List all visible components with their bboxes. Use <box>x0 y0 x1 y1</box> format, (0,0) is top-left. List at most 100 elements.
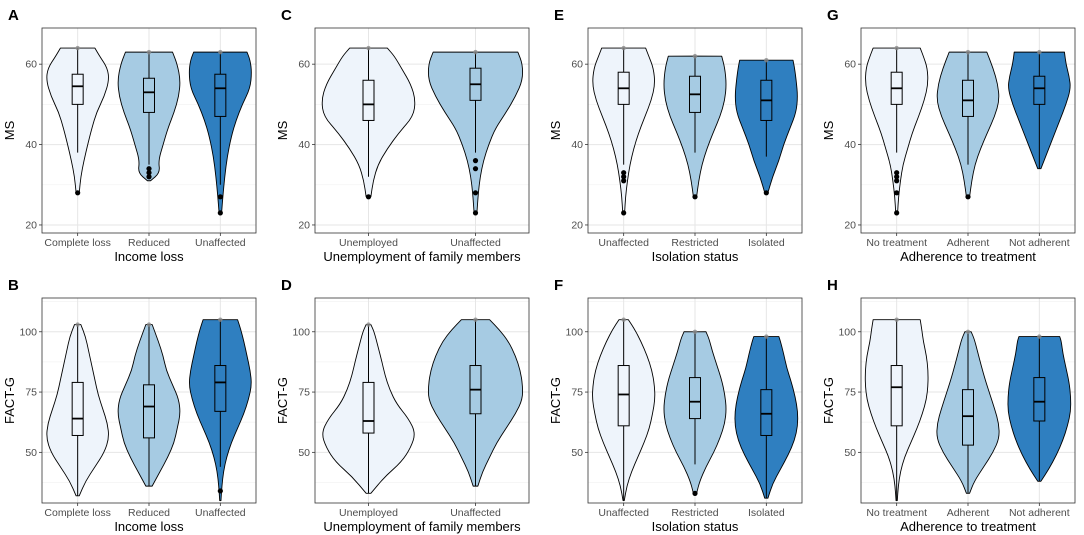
panel-frame <box>587 27 803 234</box>
violin-group: Unemployed <box>321 45 416 249</box>
panel-c: C 20 40 60 Unemployed UnaffectedUnemployment … <box>275 7 530 264</box>
y-axis-title: FACT-G <box>821 377 836 424</box>
iqr-box <box>143 77 155 113</box>
outlier-point <box>894 170 900 176</box>
outlier-point <box>621 178 627 184</box>
violin-group: Not adherent <box>1007 334 1072 519</box>
iqr-box <box>71 381 84 436</box>
y-tick-label: 20 <box>844 219 856 231</box>
max-point <box>764 334 769 339</box>
outlier-point <box>894 190 900 196</box>
outlier-point <box>692 194 698 200</box>
x-tick-label: Reduced <box>128 507 170 519</box>
max-point <box>621 317 626 322</box>
max-point <box>965 329 971 334</box>
iqr-box <box>962 389 974 446</box>
y-tick-label: 50 <box>844 447 856 459</box>
violin-group: Unemployed <box>322 322 415 519</box>
iqr-box <box>890 365 903 427</box>
violin-group: Unaffected <box>427 49 524 249</box>
max-point <box>366 322 371 327</box>
y-tick-label: 40 <box>844 139 856 151</box>
y-tick-label: 40 <box>25 139 37 151</box>
y-tick-label: 60 <box>571 59 583 71</box>
x-axis-title: Adherence to treatment <box>900 519 1036 534</box>
panel-frame <box>314 297 530 504</box>
x-tick-label: Isolated <box>748 507 785 519</box>
outlier-point <box>894 174 900 180</box>
outlier-point <box>621 174 627 180</box>
panel-letter: H <box>827 277 838 294</box>
iqr-box <box>1033 377 1046 422</box>
max-point <box>1037 334 1042 339</box>
violin-group: No treatment <box>864 317 929 519</box>
max-point <box>146 322 152 327</box>
panel-f: F 50 75 100 Unaffected Restricted Isolated Isol… <box>548 277 803 534</box>
y-axis-title: FACT-G <box>548 377 563 424</box>
violin-group: Complete loss <box>44 322 111 519</box>
x-tick-label: Isolated <box>748 237 785 249</box>
x-axis-title: Unemployment of family members <box>323 519 521 534</box>
y-tick-label: 75 <box>844 387 856 399</box>
panel-letter: G <box>827 7 839 24</box>
max-point <box>366 45 371 51</box>
violin-group: Unaffected <box>189 317 252 519</box>
iqr-box <box>214 365 227 412</box>
outlier-point <box>217 488 223 494</box>
outlier-point <box>472 158 479 164</box>
violin-group: Unaffected <box>592 45 655 249</box>
violin-group: Restricted <box>663 329 727 519</box>
x-axis-title: Income loss <box>114 519 184 534</box>
panel-b: B 50 75 100 Complete loss Reduced Unaffected In… <box>2 277 257 534</box>
outlier-point <box>621 170 627 176</box>
max-point <box>473 49 478 55</box>
panel-frame <box>860 297 1076 504</box>
y-tick-label: 100 <box>838 326 856 338</box>
panel-letter: A <box>8 7 19 24</box>
panel-letter: E <box>554 7 564 24</box>
x-axis-title: Isolation status <box>652 249 739 264</box>
outlier-point <box>894 210 900 216</box>
outlier-point <box>146 166 152 172</box>
violin-group: Restricted <box>663 53 727 249</box>
y-tick-label: 60 <box>25 59 37 71</box>
iqr-box <box>71 73 84 105</box>
x-tick-label: Reduced <box>128 237 170 249</box>
max-point <box>764 57 769 63</box>
violin-group: Unaffected <box>427 317 524 519</box>
outlier-point <box>217 210 223 216</box>
panel-frame <box>314 27 530 234</box>
x-tick-label: Complete loss <box>44 237 111 249</box>
max-point <box>692 53 698 59</box>
panel-g: G 20 40 60 No treatment Adherent Not adherentA… <box>821 7 1076 264</box>
iqr-box <box>689 377 701 420</box>
x-axis-title: Isolation status <box>652 519 739 534</box>
outlier-point <box>472 210 479 216</box>
violin-group: Adherent <box>936 49 1000 249</box>
max-point <box>894 317 899 322</box>
panel-h: H 50 75 100 No treatment Adherent Not adherent… <box>821 277 1076 534</box>
max-point <box>692 329 698 334</box>
x-tick-label: Adherent <box>947 237 990 249</box>
y-tick-label: 50 <box>25 447 37 459</box>
y-tick-label: 50 <box>298 447 310 459</box>
y-axis-title: MS <box>821 120 836 140</box>
iqr-box <box>760 389 773 436</box>
outlier-point <box>894 178 900 184</box>
y-tick-label: 20 <box>571 219 583 231</box>
max-point <box>146 49 152 55</box>
panel-frame <box>41 297 257 504</box>
x-tick-label: Unemployed <box>339 237 398 249</box>
x-axis-title: Income loss <box>114 249 184 264</box>
y-tick-label: 75 <box>298 387 310 399</box>
max-point <box>965 49 971 55</box>
violin-group: Reduced <box>117 49 181 249</box>
y-tick-label: 75 <box>571 387 583 399</box>
iqr-box <box>362 381 375 434</box>
x-tick-label: Unaffected <box>598 237 649 249</box>
y-tick-label: 20 <box>298 219 310 231</box>
y-tick-label: 50 <box>571 447 583 459</box>
violin-group: Isolated <box>734 334 799 519</box>
outlier-point <box>472 190 479 196</box>
